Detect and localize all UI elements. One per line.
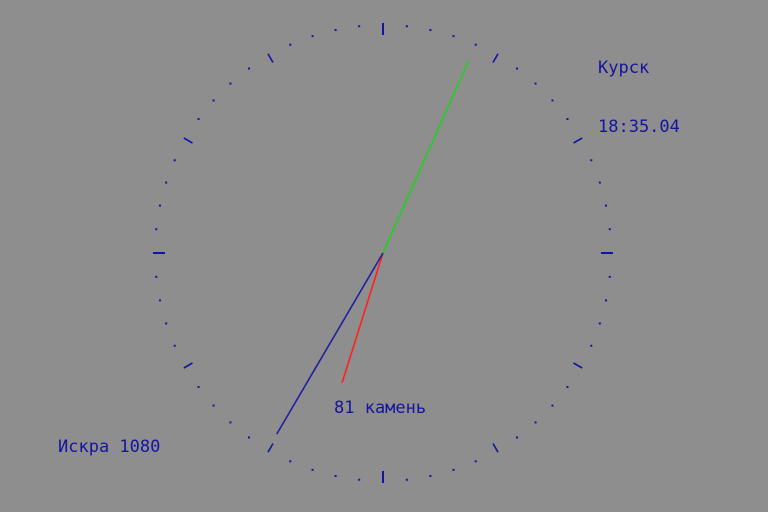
minute-dot bbox=[334, 475, 337, 478]
minute-dot bbox=[474, 460, 477, 463]
hour-tick bbox=[183, 137, 193, 144]
minute-dot bbox=[197, 386, 200, 389]
minute-dot bbox=[551, 99, 554, 102]
minute-dot bbox=[212, 99, 215, 102]
minute-dot bbox=[605, 204, 608, 207]
minute-dot bbox=[165, 181, 168, 184]
minute-dot bbox=[452, 468, 455, 471]
minute-hand bbox=[276, 252, 384, 435]
minute-dot bbox=[358, 25, 361, 28]
minute-dot bbox=[452, 35, 455, 38]
minute-dot bbox=[534, 421, 537, 424]
minute-dot bbox=[516, 67, 519, 70]
minute-dot bbox=[429, 475, 432, 478]
minute-dot bbox=[516, 436, 519, 439]
minute-dot bbox=[598, 181, 601, 184]
minute-dot bbox=[289, 43, 292, 46]
minute-dot bbox=[358, 478, 361, 481]
minute-dot bbox=[590, 159, 593, 162]
second-hand bbox=[382, 60, 470, 254]
hour-hand bbox=[341, 252, 384, 383]
minute-dot bbox=[155, 228, 158, 231]
hour-tick bbox=[573, 137, 583, 144]
minute-dot bbox=[405, 25, 408, 28]
minute-dot bbox=[334, 28, 337, 31]
minute-dot bbox=[197, 117, 200, 120]
minute-dot bbox=[598, 322, 601, 325]
minute-dot bbox=[566, 386, 569, 389]
minute-dot bbox=[247, 67, 250, 70]
minute-dot bbox=[229, 421, 232, 424]
minute-dot bbox=[590, 344, 593, 347]
minute-dot bbox=[212, 404, 215, 407]
hour-tick bbox=[492, 443, 499, 453]
minute-dot bbox=[289, 460, 292, 463]
minute-dot bbox=[165, 322, 168, 325]
minute-dot bbox=[608, 275, 611, 278]
clock-tick-marks bbox=[153, 23, 613, 483]
minute-dot bbox=[247, 436, 250, 439]
minute-dot bbox=[311, 35, 314, 38]
minute-dot bbox=[311, 468, 314, 471]
minute-dot bbox=[566, 117, 569, 120]
minute-dot bbox=[155, 275, 158, 278]
minute-dot bbox=[534, 82, 537, 85]
jewels-label: 81 камень bbox=[334, 398, 427, 418]
digital-time: 18:35.04 bbox=[598, 117, 680, 137]
hour-tick bbox=[573, 362, 583, 369]
minute-dot bbox=[608, 228, 611, 231]
minute-dot bbox=[429, 28, 432, 31]
city-label: Курск bbox=[598, 58, 650, 78]
minute-dot bbox=[158, 299, 161, 302]
minute-dot bbox=[229, 82, 232, 85]
minute-dot bbox=[173, 344, 176, 347]
hour-tick bbox=[492, 53, 499, 63]
minute-dot bbox=[405, 478, 408, 481]
brand-label: Искра 1080 bbox=[58, 437, 161, 457]
hour-tick bbox=[267, 443, 274, 453]
hour-tick bbox=[267, 53, 274, 63]
minute-dot bbox=[173, 159, 176, 162]
minute-dot bbox=[158, 204, 161, 207]
minute-dot bbox=[474, 43, 477, 46]
minute-dot bbox=[551, 404, 554, 407]
hour-tick bbox=[183, 362, 193, 369]
minute-dot bbox=[605, 299, 608, 302]
